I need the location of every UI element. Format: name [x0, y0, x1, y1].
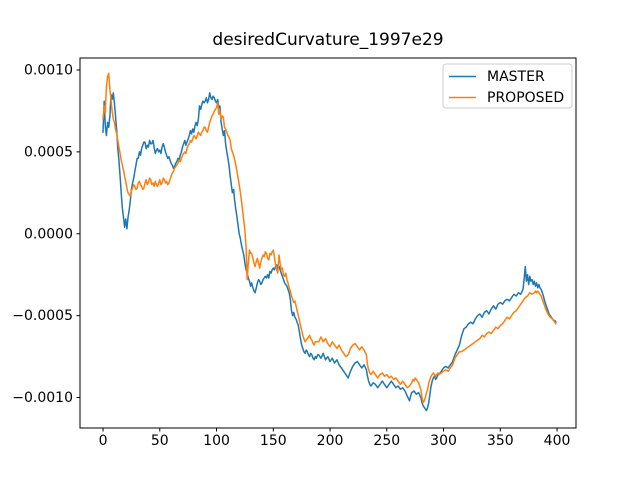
- y-tick-label: −0.0010: [12, 390, 73, 406]
- y-tick-label: 0.0010: [24, 63, 73, 79]
- series-line-proposed: [102, 72, 557, 404]
- series-line-master: [102, 92, 557, 412]
- axes-spines: [79, 57, 577, 429]
- y-tick-label: 0.0000: [24, 226, 73, 242]
- legend-label-proposed: PROPOSED: [487, 90, 564, 106]
- plot-area: [102, 72, 557, 412]
- x-tick-label: 250: [373, 433, 400, 449]
- x-tick-label: 0: [99, 433, 108, 449]
- axis-ticks: 0 50 100 150 200 250 300 350 400 0.0010 0.0005 0.00…: [12, 63, 570, 449]
- x-tick-label: 350: [487, 433, 514, 449]
- y-tick-label: −0.0005: [12, 308, 73, 324]
- x-tick-label: 150: [260, 433, 287, 449]
- x-tick-label: 400: [544, 433, 571, 449]
- legend: MASTER PROPOSED: [442, 63, 573, 109]
- x-tick-label: 100: [203, 433, 230, 449]
- x-tick-label: 200: [317, 433, 344, 449]
- chart-title: desiredCurvature_1997e29: [212, 30, 443, 50]
- x-tick-label: 300: [430, 433, 457, 449]
- x-tick-label: 50: [151, 433, 169, 449]
- legend-label-master: MASTER: [487, 69, 545, 85]
- y-tick-label: 0.0005: [24, 144, 73, 160]
